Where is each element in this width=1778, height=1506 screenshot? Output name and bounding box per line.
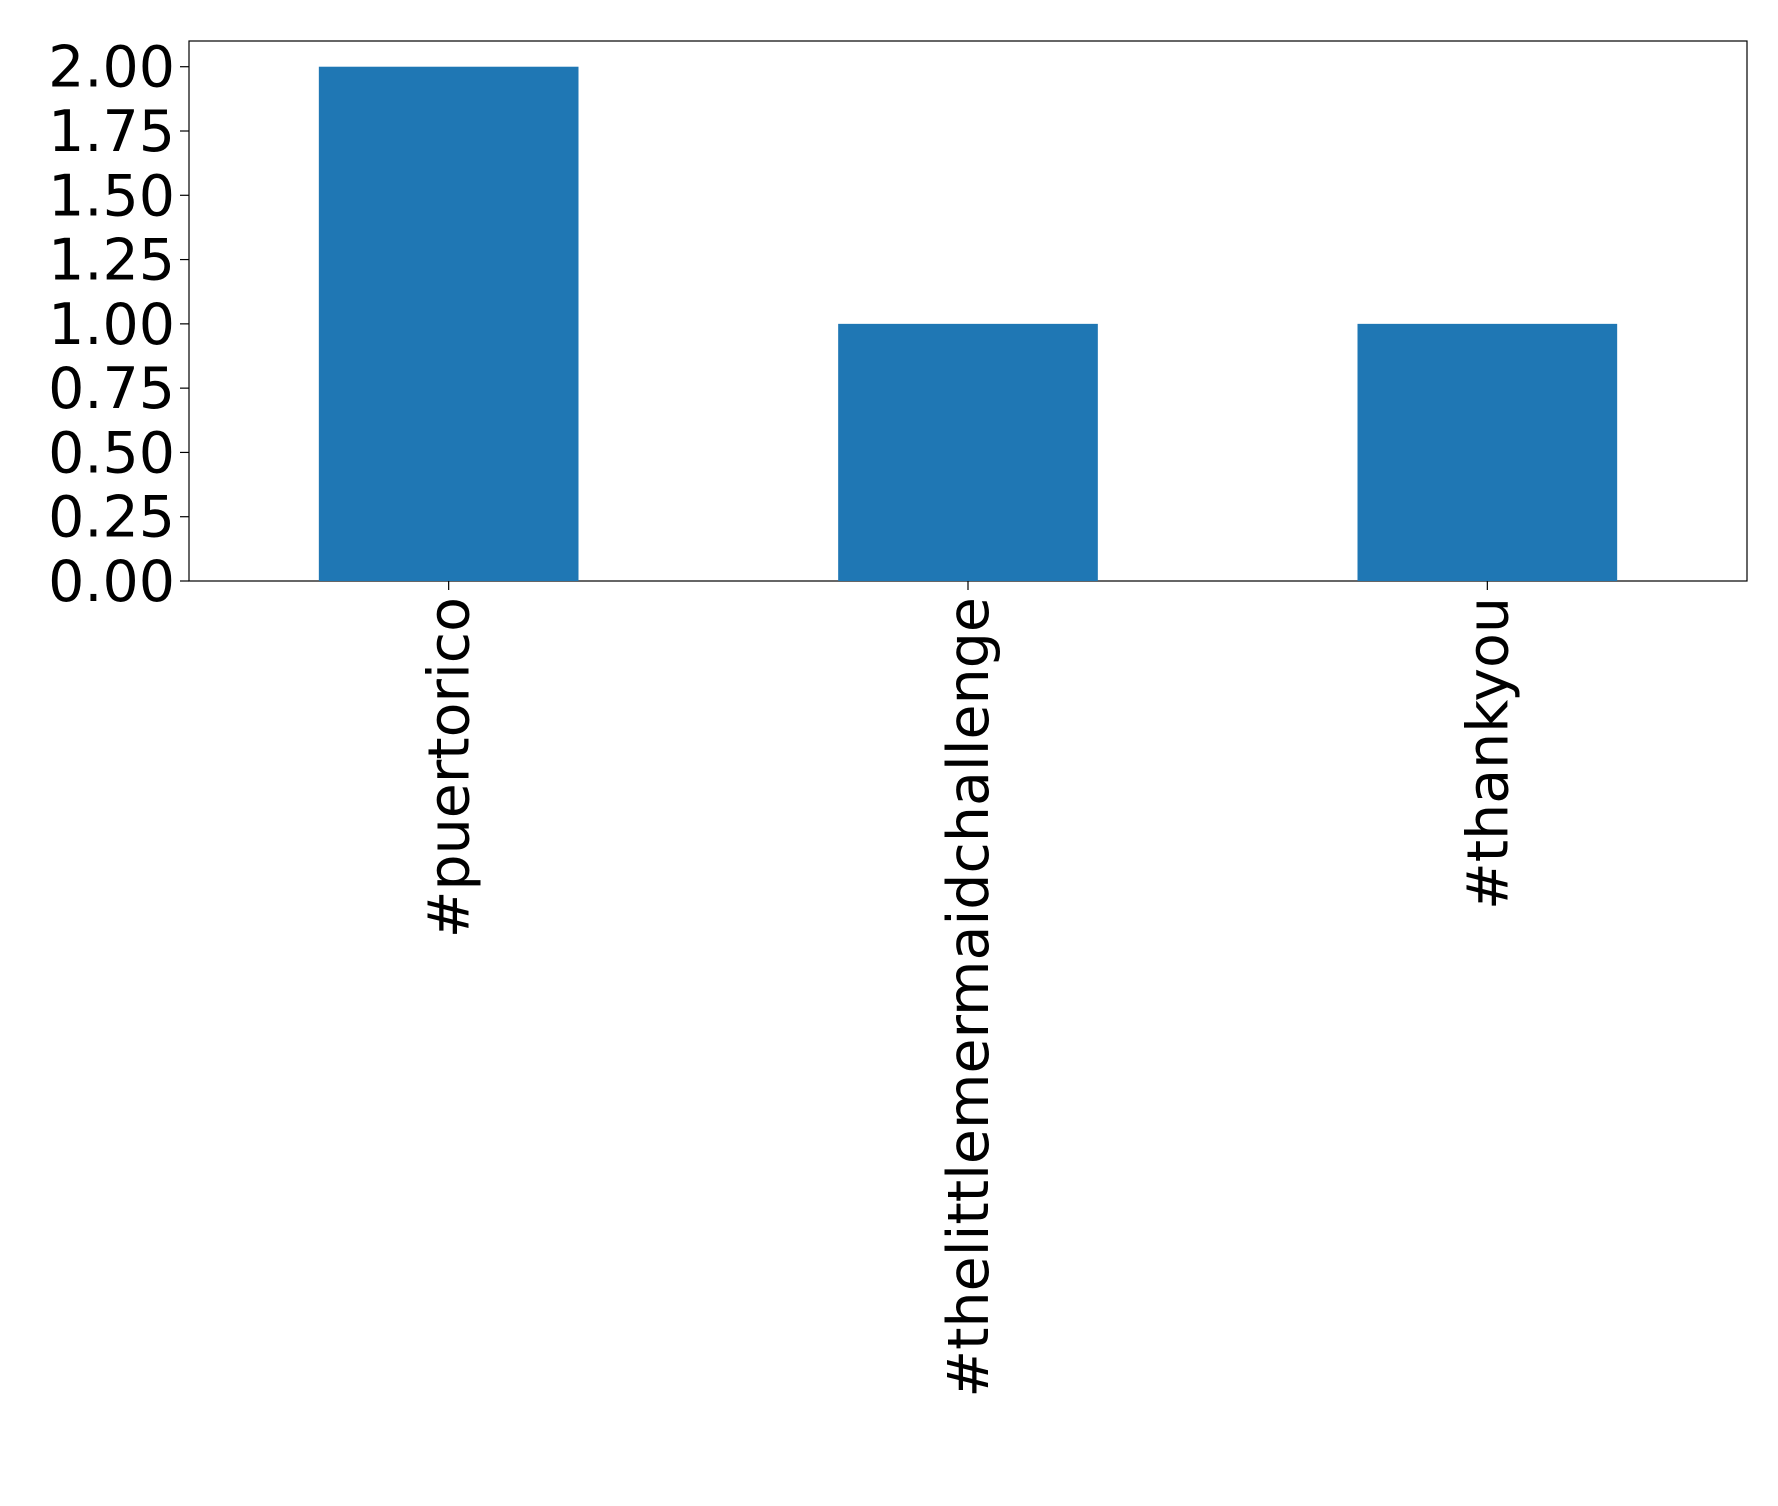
y-tick-label: 1.00 [48, 292, 175, 358]
x-tick-label: #thelittlemermaidchallenge [936, 597, 1002, 1398]
bar [1357, 323, 1618, 581]
y-tick-label: 1.25 [48, 228, 175, 294]
y-tick-label: 0.50 [48, 420, 175, 486]
y-tick-label: 0.00 [48, 549, 175, 615]
y-tick-label: 2.00 [48, 35, 175, 101]
x-tick-label: #thankyou [1455, 597, 1521, 910]
bar [838, 323, 1098, 581]
y-tick-label: 0.25 [48, 485, 175, 551]
y-tick-label: 1.50 [48, 163, 175, 229]
bar [318, 66, 579, 581]
y-tick-label: 1.75 [48, 99, 175, 165]
y-tick-label: 0.75 [48, 356, 175, 422]
x-tick-label: #puertorico [417, 597, 483, 938]
